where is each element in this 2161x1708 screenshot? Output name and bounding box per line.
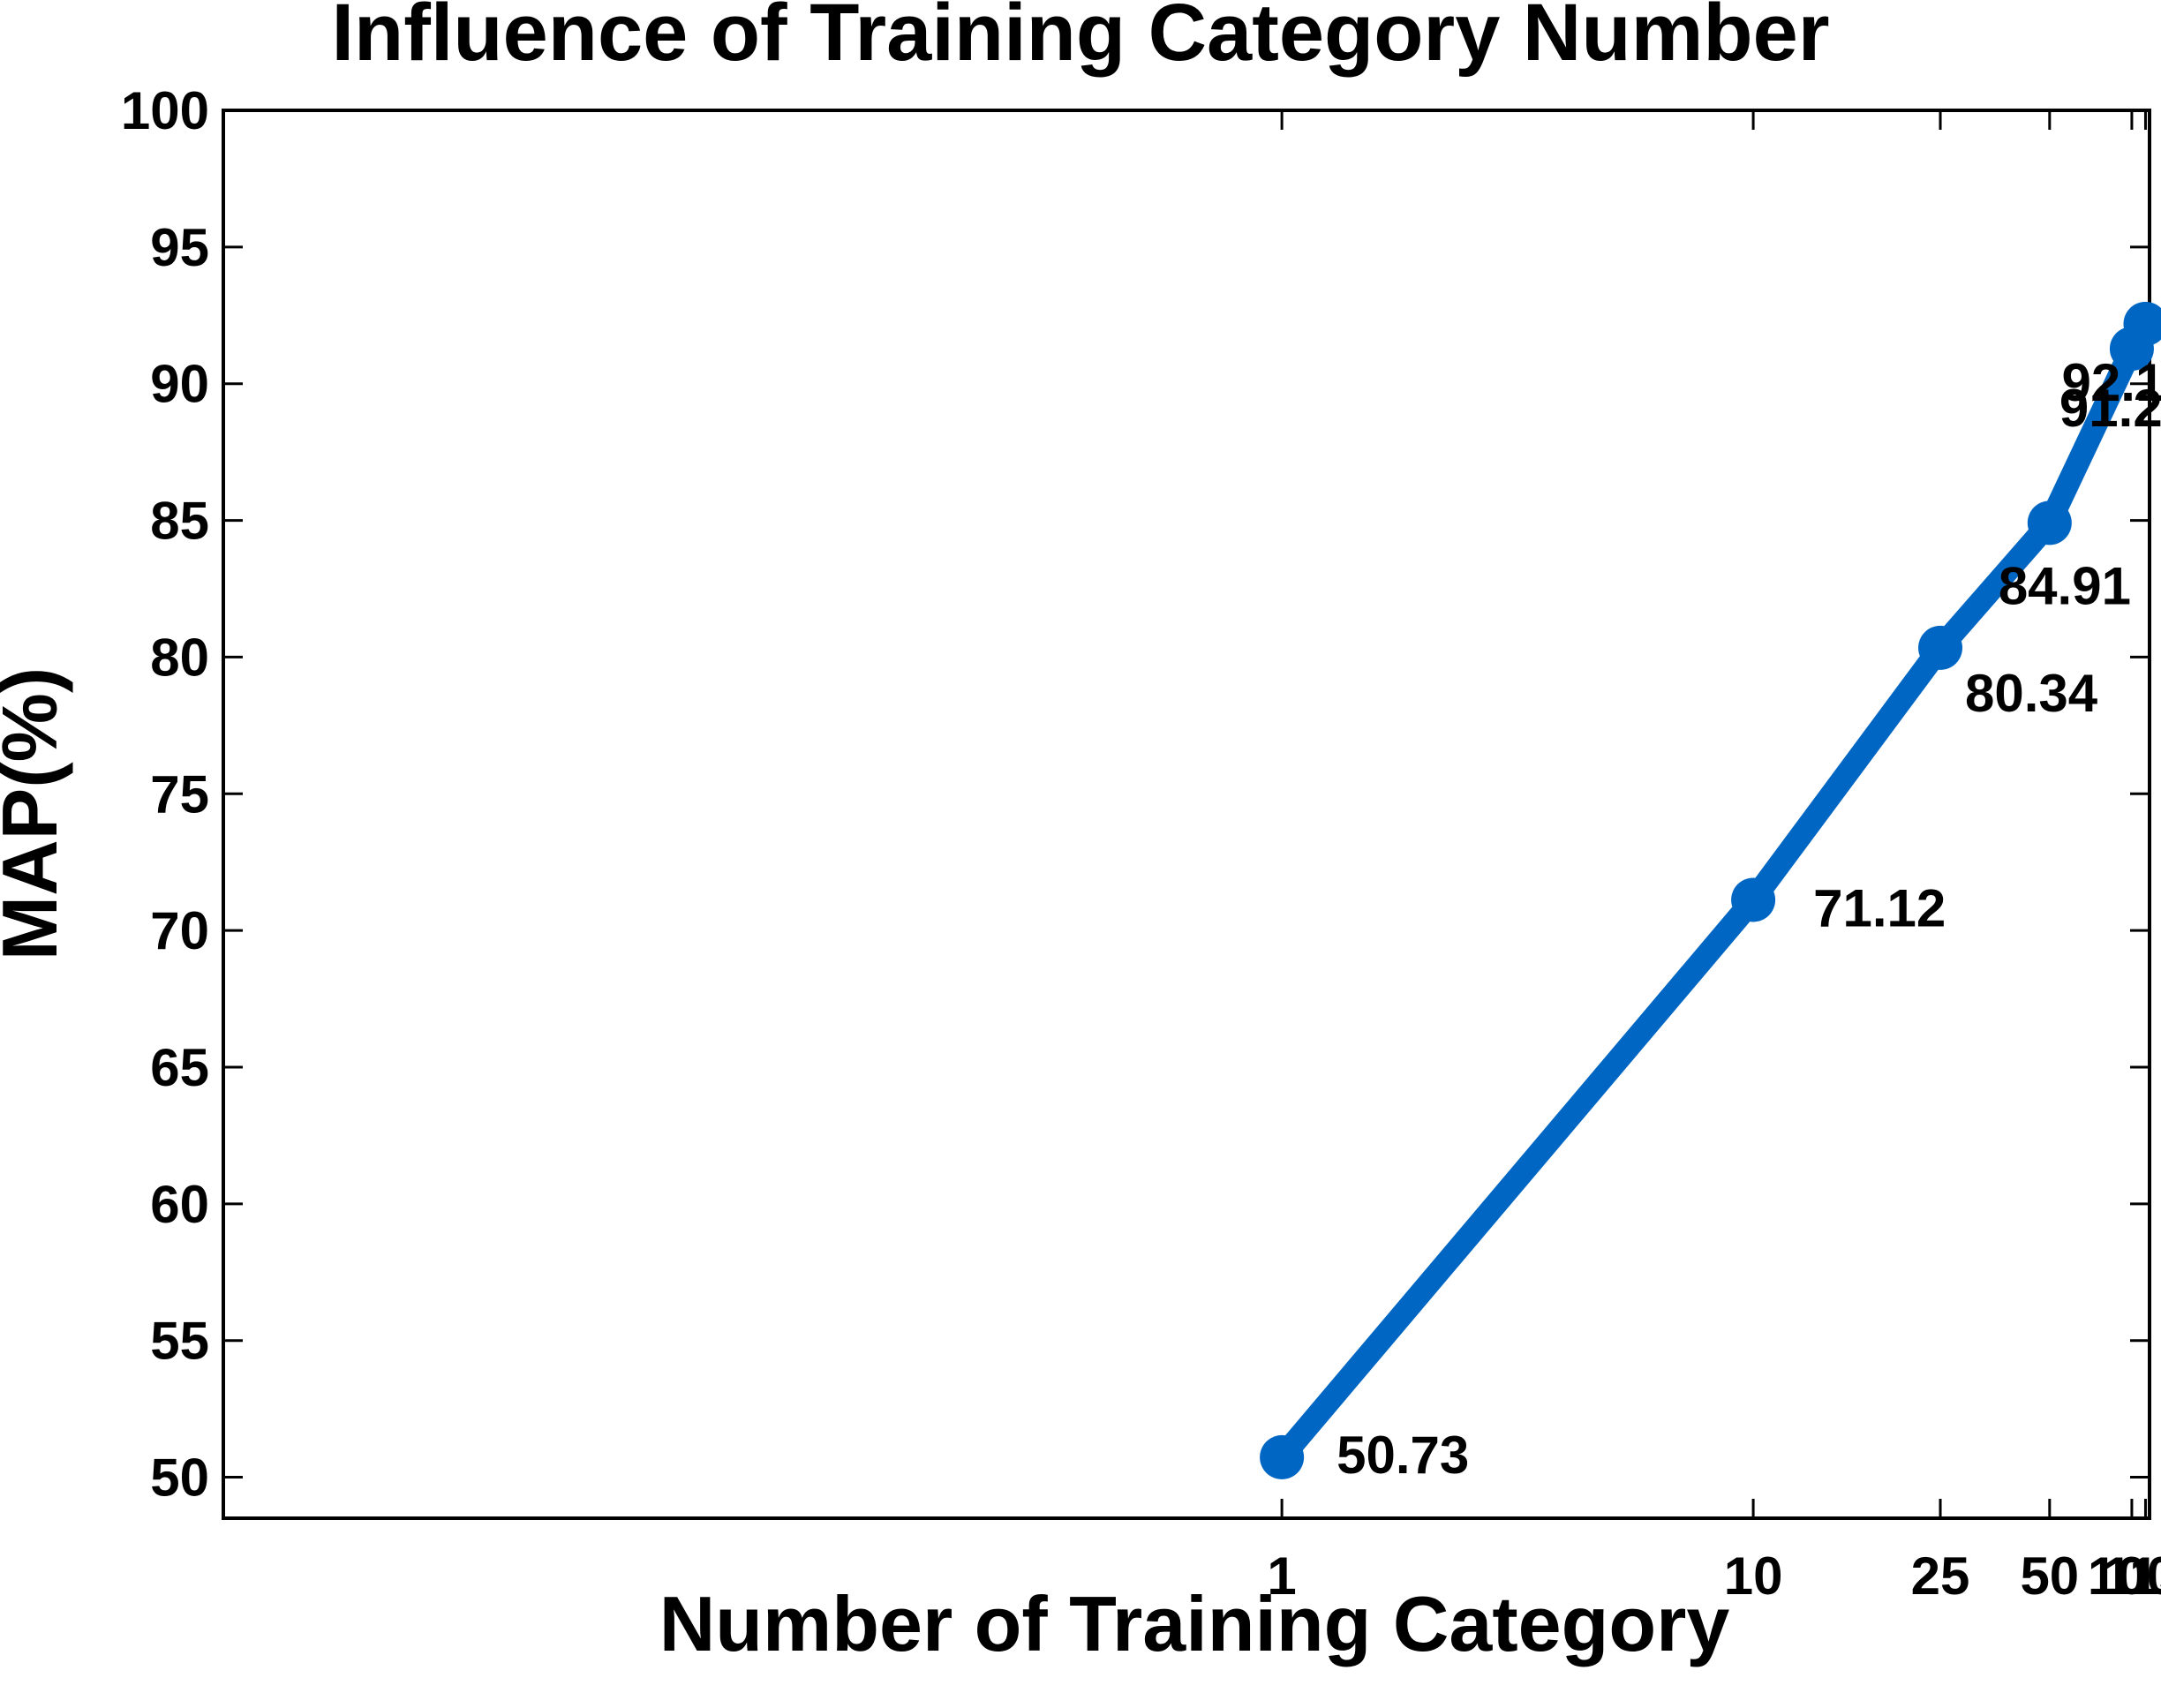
y-tick-label: 100 [121,81,209,140]
y-tick-label: 65 [150,1038,209,1097]
x-tick-label: 115 [2103,1546,2161,1606]
data-point-marker [2123,301,2161,346]
y-tick-label: 70 [150,901,209,960]
x-tick-label: 1 [1267,1546,1296,1606]
y-tick-label: 55 [150,1312,209,1371]
data-value-label: 92.19 [2061,353,2161,412]
data-value-label: 80.34 [1965,664,2098,723]
x-tick-label: 25 [1911,1546,1970,1606]
x-axis-label: Number of Training Category [659,1580,1730,1667]
series-layer [1260,301,2161,1479]
y-tick-label: 80 [150,628,209,687]
y-tick-label: 60 [150,1175,209,1234]
x-tick-label: 100 [2088,1546,2161,1606]
chart-title: Influence of Training Category Number [331,0,1829,78]
y-tick-label: 85 [150,492,209,551]
series-line [1270,312,2157,1469]
y-tick-label: 95 [150,218,209,277]
data-value-label: 84.91 [1999,556,2131,615]
data-point-marker [1918,625,1963,670]
y-axis-ticks: 50 55 60 65 70 75 80 85 90 95 100 [121,81,2150,1508]
x-tick-label: 50 [2020,1546,2079,1606]
x-axis-ticks: 1 10 25 50100115 [1267,110,2161,1606]
y-tick-label: 90 [150,355,209,414]
y-axis-label: MAP(%) [0,667,73,960]
data-point-marker [1260,1434,1305,1479]
data-labels: 50.73 71.12 80.34 84.91 91.2892.19 [1337,353,2161,1485]
data-point-marker [1731,877,1776,922]
x-tick-label: 10 [1724,1546,1783,1606]
data-value-label: 50.73 [1337,1426,1469,1485]
y-tick-label: 50 [150,1448,209,1508]
data-value-label: 71.12 [1813,878,1946,937]
data-value-label: 91.28 [2059,379,2161,438]
plot-area-frame [222,109,2151,1520]
y-tick-label: 75 [150,764,209,824]
data-point-marker [2027,500,2072,546]
